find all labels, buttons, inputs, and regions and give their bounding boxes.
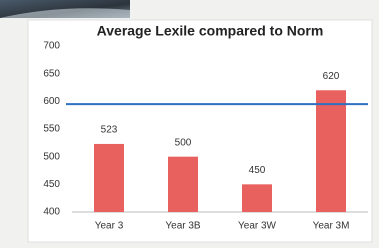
page: Average Lexile compared to Norm 400 450 50… [0, 0, 379, 248]
y-tick-label: 500 [43, 151, 60, 162]
data-label: 523 [101, 125, 118, 136]
bar [316, 90, 346, 212]
data-label: 620 [323, 71, 340, 82]
bar [94, 144, 124, 212]
x-tick-label: Year 3 [95, 221, 124, 232]
bar [242, 184, 272, 212]
x-tick-label: Year 3W [238, 221, 277, 232]
y-tick-label: 550 [43, 124, 60, 135]
x-tick-label: Year 3M [313, 221, 350, 232]
data-label: 500 [175, 137, 192, 148]
y-tick-label: 400 [43, 207, 60, 218]
y-tick-label: 600 [43, 96, 60, 107]
y-tick-label: 650 [43, 68, 60, 79]
y-tick-label: 700 [43, 41, 60, 52]
chart-title: Average Lexile compared to Norm [97, 23, 324, 39]
data-label: 450 [249, 165, 266, 176]
chart: Average Lexile compared to Norm 400 450 50… [0, 0, 379, 248]
x-tick-label: Year 3B [165, 221, 201, 232]
bar [168, 157, 198, 212]
y-tick-label: 450 [43, 179, 60, 190]
